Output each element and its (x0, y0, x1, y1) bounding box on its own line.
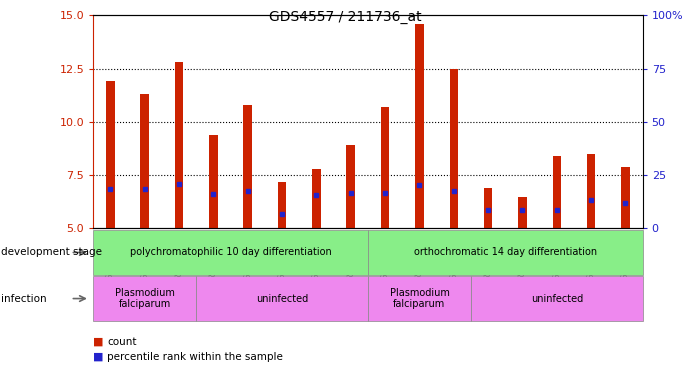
Text: ■: ■ (93, 352, 104, 362)
Bar (484, 188, 493, 228)
Text: count: count (107, 337, 137, 347)
Bar (381, 107, 390, 228)
Text: development stage: development stage (1, 247, 102, 258)
Text: uninfected: uninfected (256, 293, 308, 304)
Bar (140, 94, 149, 228)
Bar (346, 146, 355, 228)
Text: orthochromatic 14 day differentiation: orthochromatic 14 day differentiation (414, 247, 597, 258)
Text: Plasmodium
falciparum: Plasmodium falciparum (390, 288, 449, 310)
Bar (415, 24, 424, 228)
Bar (278, 182, 286, 228)
Text: ■: ■ (93, 337, 104, 347)
Bar (518, 197, 527, 228)
Text: GDS4557 / 211736_at: GDS4557 / 211736_at (269, 10, 422, 23)
Text: infection: infection (1, 293, 47, 304)
Bar (587, 154, 596, 228)
Bar (243, 105, 252, 228)
Bar (553, 156, 561, 228)
Bar (175, 62, 183, 228)
Bar (450, 69, 458, 228)
Text: Plasmodium
falciparum: Plasmodium falciparum (115, 288, 175, 310)
Bar (621, 167, 630, 228)
Bar (106, 81, 115, 228)
Text: percentile rank within the sample: percentile rank within the sample (107, 352, 283, 362)
Bar (312, 169, 321, 228)
Text: polychromatophilic 10 day differentiation: polychromatophilic 10 day differentiatio… (130, 247, 332, 258)
Text: uninfected: uninfected (531, 293, 583, 304)
Bar (209, 135, 218, 228)
